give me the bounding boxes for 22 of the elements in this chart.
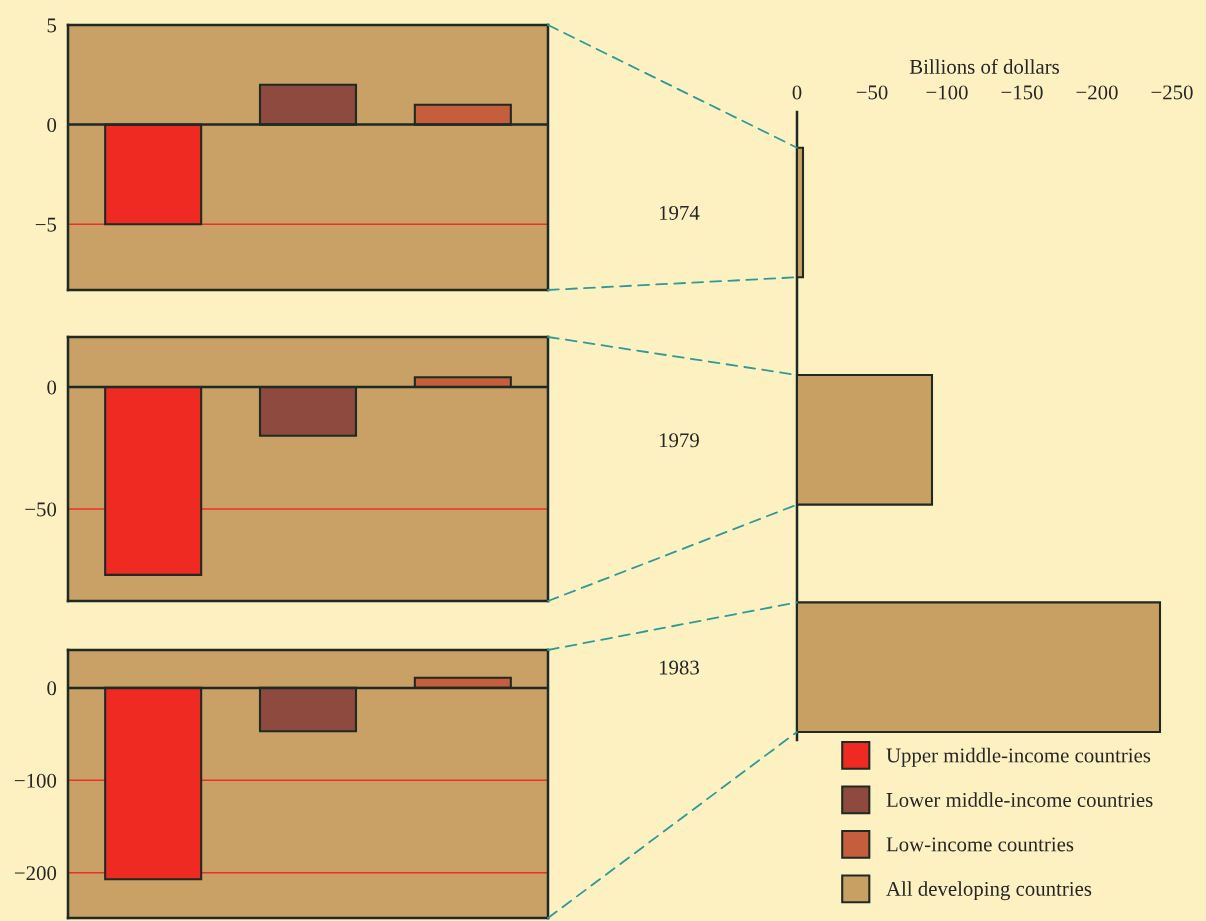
x-tick-label: −50	[856, 85, 888, 100]
y-tick-label: 0	[47, 380, 57, 395]
x-tick-label: −200	[1076, 85, 1118, 100]
y-tick-label: 0	[47, 118, 57, 133]
y-tick-label: −50	[25, 502, 57, 517]
y-tick-label: 1974	[659, 205, 700, 220]
text: All developing countries	[886, 881, 1092, 901]
x-tick-label: 0	[792, 85, 802, 100]
x-axis-title: Billions of dollars	[909, 58, 1059, 74]
y-tick-label: −5	[35, 217, 57, 232]
legend-label: Upper middle-income countries	[886, 747, 1151, 767]
x-tick-label: −100	[926, 85, 968, 100]
y-tick-label: −200	[14, 866, 57, 881]
y-tick-label: 0	[47, 681, 57, 696]
legend-label: Low-income countries	[886, 837, 1074, 852]
y-tick-label: 5	[47, 18, 57, 33]
x-tick-label: −250	[1151, 85, 1193, 100]
x-tick-label: −150	[1001, 85, 1043, 100]
legend-label: Lower middle-income countries	[886, 792, 1153, 807]
y-tick-label: 1983	[659, 660, 699, 675]
y-tick-label: −100	[14, 773, 57, 788]
y-tick-label: 1979	[659, 433, 699, 448]
